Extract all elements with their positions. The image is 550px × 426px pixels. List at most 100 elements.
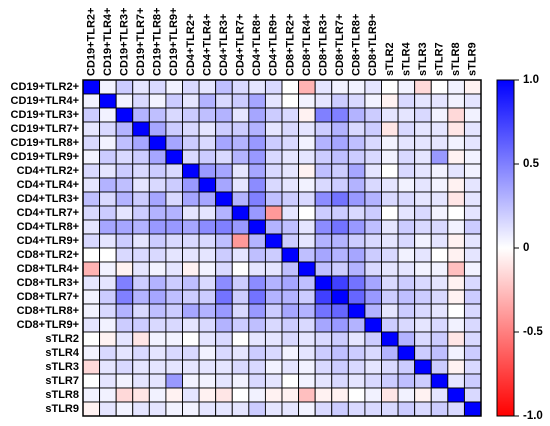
heatmap-cell — [298, 303, 316, 319]
heatmap-cell — [414, 149, 432, 165]
heatmap-cell — [414, 303, 432, 319]
heatmap-cell — [215, 205, 233, 221]
heatmap-cell — [231, 135, 250, 151]
row-tick-label: CD19+TLR9+ — [11, 151, 79, 163]
heatmap-cell — [165, 387, 183, 403]
heatmap-cell — [264, 275, 283, 291]
heatmap-cell — [132, 191, 150, 207]
column-tick-label: CD8+TLR4+ — [301, 14, 313, 76]
heatmap-cell — [281, 331, 300, 347]
heatmap-cell — [182, 331, 200, 347]
heatmap-cell — [115, 135, 134, 151]
heatmap-cell — [281, 177, 300, 193]
column-tick-label: CD4+TLR2+ — [185, 14, 197, 76]
row-tick-label: CD8+TLR7+ — [17, 291, 79, 303]
heatmap-cell — [397, 93, 416, 109]
heatmap-cell — [364, 317, 382, 333]
heatmap-cell — [414, 401, 432, 417]
heatmap-cell — [264, 233, 283, 249]
heatmap-cell — [447, 219, 465, 235]
heatmap-cell — [198, 373, 217, 389]
color-scale-tick-label: 0.5 — [523, 158, 540, 170]
heatmap-cell — [397, 373, 416, 389]
heatmap-cell — [314, 205, 333, 221]
row-tick-label: CD4+TLR3+ — [17, 193, 79, 205]
heatmap-cell — [165, 345, 183, 361]
heatmap-cell — [115, 233, 134, 249]
heatmap-cell — [331, 247, 349, 263]
heatmap-cell — [381, 205, 399, 221]
heatmap-cell — [347, 163, 366, 179]
heatmap-cell — [248, 275, 266, 291]
heatmap-cell — [165, 289, 183, 305]
column-tick-label: CD8+TLR7+ — [334, 14, 346, 76]
heatmap-cell — [99, 163, 117, 179]
heatmap-cell — [231, 177, 250, 193]
heatmap-cell — [331, 219, 349, 235]
heatmap-cell — [364, 93, 382, 109]
heatmap-cell — [314, 233, 333, 249]
heatmap-cell — [347, 359, 366, 375]
row-tick-label: CD8+TLR4+ — [17, 263, 79, 275]
heatmap-cell — [447, 359, 465, 375]
heatmap-cell — [182, 373, 200, 389]
heatmap-cell — [148, 247, 167, 263]
heatmap-cell — [414, 233, 432, 249]
heatmap-cell — [364, 401, 382, 417]
heatmap-cell — [331, 177, 349, 193]
heatmap-cell — [82, 303, 101, 319]
heatmap-cell — [115, 79, 134, 95]
heatmap-cell — [148, 177, 167, 193]
heatmap-cell — [99, 289, 117, 305]
heatmap-cell — [182, 107, 200, 123]
heatmap-cell — [231, 331, 250, 347]
heatmap-cell — [264, 79, 283, 95]
heatmap-cell — [347, 373, 366, 389]
heatmap-cell — [281, 275, 300, 291]
heatmap-cell — [182, 121, 200, 137]
heatmap-cell — [82, 317, 101, 333]
heatmap-cell — [148, 261, 167, 277]
heatmap-cell — [281, 373, 300, 389]
heatmap-cell — [281, 93, 300, 109]
heatmap-cell — [248, 121, 266, 137]
heatmap-cell — [381, 79, 399, 95]
heatmap-cell — [99, 345, 117, 361]
heatmap-cell — [148, 219, 167, 235]
heatmap-cell — [198, 121, 217, 137]
heatmap-cell — [347, 219, 366, 235]
heatmap-cell — [463, 191, 482, 207]
heatmap-cell — [347, 93, 366, 109]
heatmap-cell — [314, 135, 333, 151]
heatmap-cell — [347, 401, 366, 417]
heatmap-cell — [347, 135, 366, 151]
heatmap-cell — [165, 79, 183, 95]
heatmap-cell — [381, 163, 399, 179]
heatmap-cell — [281, 107, 300, 123]
heatmap-cell — [281, 387, 300, 403]
heatmap-cell — [231, 191, 250, 207]
heatmap-cell — [430, 177, 449, 193]
heatmap-cell — [381, 149, 399, 165]
row-tick-label: CD19+TLR4+ — [11, 95, 79, 107]
heatmap-cell — [82, 359, 101, 375]
heatmap-cell — [463, 177, 482, 193]
heatmap-cell — [198, 275, 217, 291]
heatmap-cell — [447, 387, 465, 403]
heatmap-cell — [99, 107, 117, 123]
heatmap-cell — [115, 247, 134, 263]
column-tick-label: sTLR3 — [417, 42, 429, 76]
heatmap-cell — [298, 205, 316, 221]
heatmap-cell — [397, 205, 416, 221]
heatmap-cell — [215, 331, 233, 347]
heatmap-cell — [331, 107, 349, 123]
heatmap-cell — [148, 359, 167, 375]
heatmap-cell — [99, 219, 117, 235]
row-tick-label: CD4+TLR7+ — [17, 207, 79, 219]
heatmap-cell — [198, 219, 217, 235]
heatmap-cell — [281, 345, 300, 361]
heatmap-cell — [331, 261, 349, 277]
heatmap-cell — [248, 289, 266, 305]
heatmap-cell — [264, 331, 283, 347]
heatmap-cell — [248, 359, 266, 375]
